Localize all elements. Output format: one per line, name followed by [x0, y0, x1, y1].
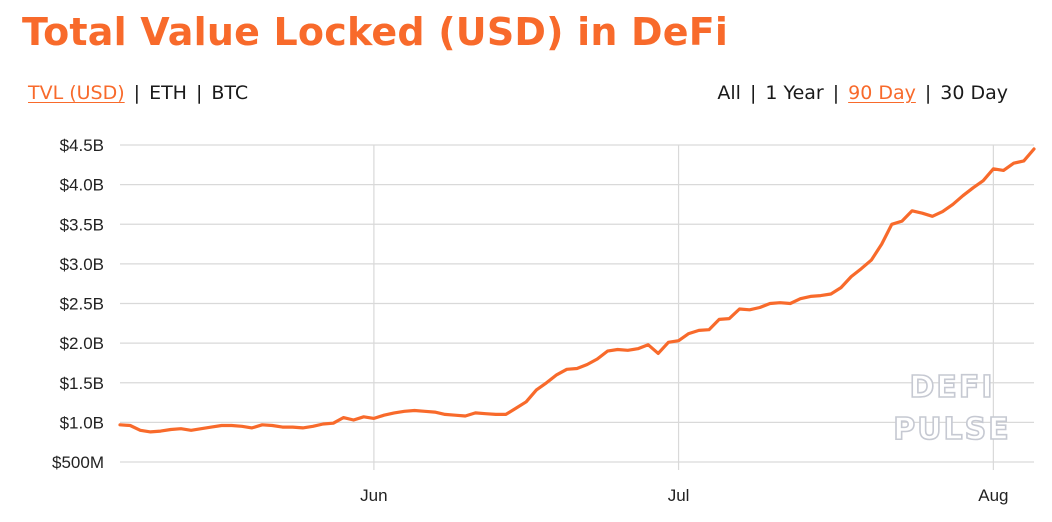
watermark-text: DEFI: [909, 370, 994, 405]
separator: |: [133, 82, 141, 104]
range-option-90-day[interactable]: 90 Day: [848, 82, 916, 104]
y-tick-label: $1.0B: [60, 413, 104, 432]
separator: |: [924, 82, 932, 104]
tvl-series-line: [118, 147, 1036, 434]
y-tick-label: $3.5B: [60, 215, 104, 234]
range-option-1-year[interactable]: 1 Year: [765, 82, 824, 104]
y-tick-label: $3.0B: [60, 255, 104, 274]
y-tick-label: $1.5B: [60, 374, 104, 393]
watermark-text: PULSE: [893, 412, 1011, 447]
axis-labels: $4.5B $4.0B $3.5B $3.0B $2.5B $2.0B $1.5B $1.0B…: [52, 136, 1008, 505]
y-tick-label: $500M: [52, 453, 104, 472]
metric-option-tvl-usd[interactable]: TVL (USD): [28, 82, 125, 104]
x-tick-label: Jul: [668, 486, 690, 505]
metric-option-btc[interactable]: BTC: [211, 82, 249, 104]
chart-title: Total Value Locked (USD) in DeFi: [22, 10, 729, 54]
metric-option-eth[interactable]: ETH: [149, 82, 187, 104]
y-tick-label: $4.5B: [60, 136, 104, 155]
series-layer: [118, 147, 1036, 434]
range-selector: All | 1 Year | 90 Day | 30 Day: [717, 80, 1008, 106]
x-tick-label: Aug: [978, 486, 1008, 505]
x-tick-label: Jun: [360, 486, 387, 505]
range-option-30-day[interactable]: 30 Day: [940, 82, 1008, 104]
grid: [120, 144, 1034, 470]
y-tick-label: $2.5B: [60, 295, 104, 314]
y-tick-label: $2.0B: [60, 334, 104, 353]
metric-selector: TVL (USD) | ETH | BTC: [28, 80, 248, 106]
y-tick-label: $4.0B: [60, 176, 104, 195]
separator: |: [749, 82, 757, 104]
separator: |: [832, 82, 840, 104]
defi-pulse-watermark: DEFI PULSE: [892, 369, 1011, 448]
separator: |: [195, 82, 203, 104]
range-option-all[interactable]: All: [717, 82, 741, 104]
